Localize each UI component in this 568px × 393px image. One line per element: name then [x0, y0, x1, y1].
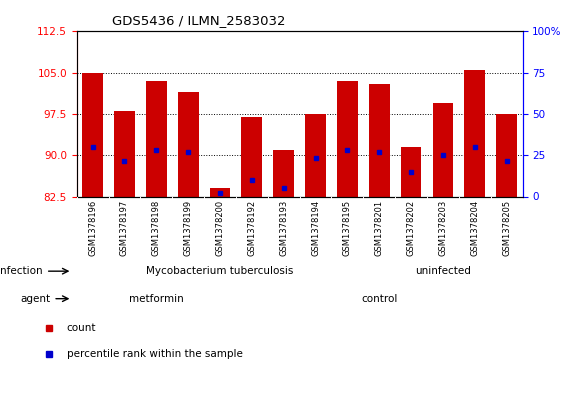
- Text: infection: infection: [0, 266, 43, 276]
- Text: uninfected: uninfected: [415, 266, 471, 276]
- Bar: [273, 150, 294, 196]
- Bar: [401, 147, 421, 196]
- Bar: [114, 111, 135, 196]
- Bar: [210, 188, 231, 196]
- Text: GDS5436 / ILMN_2583032: GDS5436 / ILMN_2583032: [112, 15, 286, 28]
- Bar: [305, 114, 326, 196]
- Bar: [369, 84, 390, 196]
- Text: control: control: [361, 294, 398, 304]
- Bar: [178, 92, 198, 196]
- Text: agent: agent: [20, 294, 50, 304]
- Text: GSM1378199: GSM1378199: [183, 200, 193, 256]
- Text: GSM1378195: GSM1378195: [343, 200, 352, 256]
- Text: GSM1378200: GSM1378200: [215, 200, 224, 256]
- Text: GSM1378198: GSM1378198: [152, 200, 161, 256]
- Text: GSM1378196: GSM1378196: [88, 200, 97, 256]
- Text: GSM1378205: GSM1378205: [502, 200, 511, 256]
- Text: GSM1378192: GSM1378192: [247, 200, 256, 256]
- Text: GSM1378194: GSM1378194: [311, 200, 320, 256]
- Bar: [82, 73, 103, 196]
- Text: Mycobacterium tuberculosis: Mycobacterium tuberculosis: [147, 266, 294, 276]
- Bar: [433, 103, 453, 196]
- Bar: [465, 70, 485, 196]
- Bar: [496, 114, 517, 196]
- Text: metformin: metformin: [129, 294, 183, 304]
- Text: GSM1378203: GSM1378203: [438, 200, 448, 256]
- Bar: [337, 81, 358, 196]
- Text: GSM1378202: GSM1378202: [407, 200, 416, 256]
- Text: count: count: [67, 323, 96, 333]
- Text: GSM1378204: GSM1378204: [470, 200, 479, 256]
- Bar: [146, 81, 166, 196]
- Text: GSM1378197: GSM1378197: [120, 200, 129, 256]
- Bar: [241, 117, 262, 196]
- Text: GSM1378193: GSM1378193: [279, 200, 288, 256]
- Text: percentile rank within the sample: percentile rank within the sample: [67, 349, 243, 359]
- Text: GSM1378201: GSM1378201: [375, 200, 384, 256]
